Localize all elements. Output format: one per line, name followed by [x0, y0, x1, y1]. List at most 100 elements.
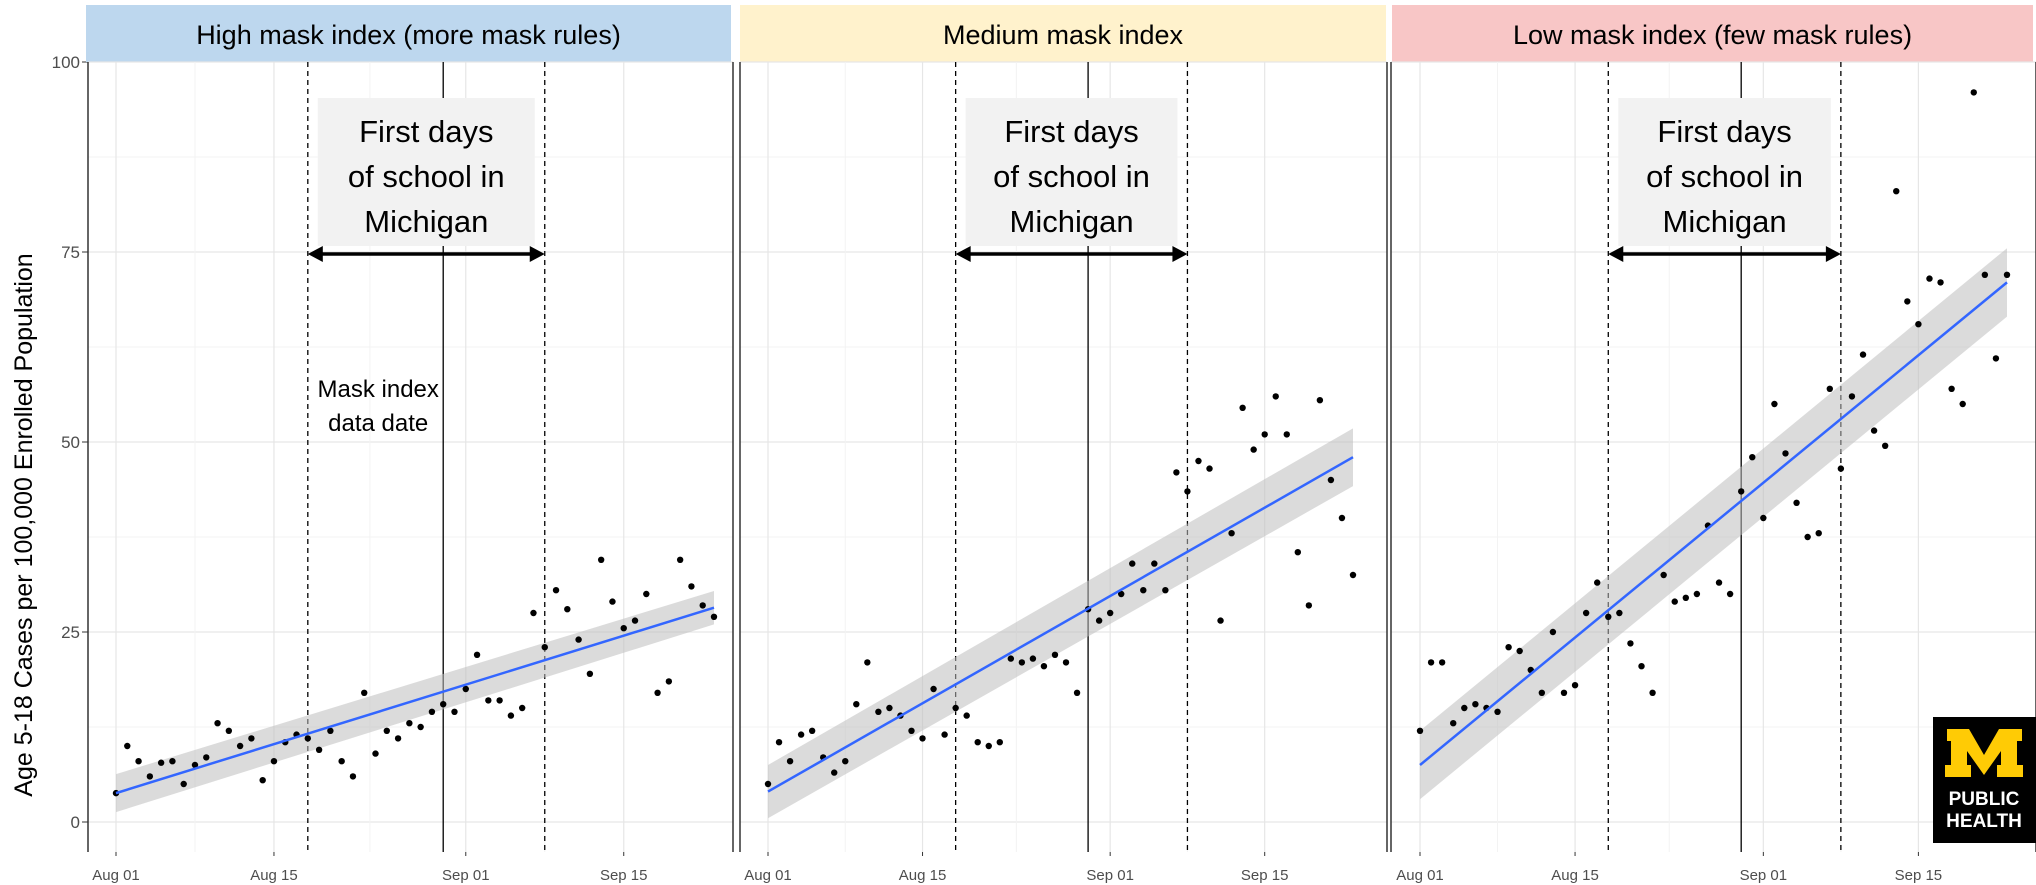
data-point — [564, 606, 571, 613]
panel-1: High mask index (more mask rules) First d… — [86, 5, 734, 884]
data-point — [361, 689, 368, 696]
data-point — [797, 731, 805, 738]
data-point — [1206, 465, 1213, 472]
data-point — [383, 727, 390, 734]
panel-3: Low mask index (few mask rules) First day… — [1390, 5, 2036, 884]
svg-text:HEALTH: HEALTH — [1946, 811, 2022, 832]
data-point — [1438, 659, 1446, 666]
data-point — [1494, 708, 1501, 715]
x-tick-label: Aug 01 — [744, 867, 792, 884]
panel-title: Medium mask index — [943, 20, 1184, 50]
data-point — [203, 754, 210, 761]
data-point — [485, 697, 492, 704]
x-tick-label: Aug 15 — [899, 867, 947, 884]
data-point — [1571, 682, 1579, 689]
data-point — [1605, 613, 1612, 620]
data-point — [157, 759, 165, 766]
data-point — [1062, 659, 1070, 666]
data-point — [764, 780, 772, 788]
data-point — [1250, 446, 1257, 453]
data-point — [1549, 628, 1557, 636]
data-point — [676, 556, 684, 563]
data-point — [1338, 514, 1346, 522]
data-point — [1173, 469, 1180, 476]
annotation-text: Michigan — [1010, 204, 1134, 239]
data-point — [597, 556, 605, 563]
data-point — [1948, 385, 1955, 392]
annotation-text: First days — [1004, 114, 1138, 149]
data-point — [214, 720, 221, 727]
data-point — [1660, 571, 1667, 579]
data-point — [1051, 651, 1059, 658]
data-point — [1715, 579, 1723, 586]
arrow-head-right — [529, 246, 545, 262]
arrow-head-right — [1172, 246, 1188, 262]
panel-header — [86, 5, 731, 62]
annotation-text: Michigan — [1663, 204, 1787, 239]
data-point — [654, 689, 661, 696]
x-tick-label: Sep 01 — [1086, 867, 1134, 884]
data-point — [1627, 640, 1634, 647]
data-point — [1450, 720, 1457, 727]
data-point — [1516, 647, 1523, 655]
data-point — [620, 625, 627, 632]
data-point — [507, 712, 515, 719]
data-point — [1848, 393, 1856, 400]
data-point — [941, 731, 948, 738]
data-point — [1427, 659, 1435, 666]
data-point — [1737, 488, 1745, 495]
university-logo: PUBLIC HEALTH — [1933, 717, 2036, 843]
data-point — [1937, 279, 1944, 286]
data-point — [1782, 450, 1789, 457]
data-point — [1881, 442, 1889, 449]
data-point — [1162, 587, 1169, 594]
data-date-annotation: data date — [328, 410, 428, 437]
x-tick-label: Sep 15 — [1895, 867, 1943, 884]
data-point — [586, 670, 594, 677]
x-tick-label: Aug 01 — [92, 867, 140, 884]
x-tick-label: Aug 15 — [1551, 867, 1599, 884]
data-point — [974, 739, 981, 746]
data-point — [688, 583, 695, 590]
data-point — [1217, 617, 1224, 624]
data-point — [530, 609, 537, 617]
arrow-head-left — [1608, 246, 1624, 262]
data-point — [1151, 560, 1158, 567]
y-tick-label: 25 — [61, 623, 80, 642]
x-tick-label: Sep 01 — [1740, 867, 1788, 884]
data-point — [1560, 689, 1568, 696]
data-point — [1582, 609, 1590, 617]
data-point — [1926, 275, 1933, 282]
data-point — [919, 735, 926, 742]
panel-2: Medium mask index First days of school in M… — [739, 5, 1388, 884]
x-tick-label: Aug 01 — [1396, 867, 1444, 884]
data-point — [1959, 400, 1966, 408]
data-point — [248, 735, 255, 742]
annotation-text: First days — [359, 114, 493, 149]
arrow-head-left — [955, 246, 971, 262]
data-point — [541, 644, 548, 651]
data-point — [406, 720, 413, 727]
data-point — [496, 697, 503, 704]
x-tick-label: Aug 15 — [250, 867, 298, 884]
data-point — [1749, 454, 1756, 461]
data-point — [372, 750, 379, 757]
data-point — [831, 769, 838, 776]
annotation-text: Michigan — [364, 204, 488, 239]
data-point — [1040, 663, 1048, 670]
data-point — [786, 758, 794, 765]
data-point — [1073, 689, 1081, 696]
data-point — [1007, 655, 1015, 662]
data-point — [1184, 488, 1191, 495]
data-point — [1129, 560, 1136, 567]
data-point — [451, 708, 458, 715]
data-point — [1283, 431, 1290, 438]
data-point — [808, 727, 816, 734]
x-tick-label: Sep 15 — [1241, 867, 1289, 884]
data-point — [985, 742, 992, 750]
data-point — [417, 723, 424, 731]
data-point — [259, 777, 266, 784]
data-point — [169, 758, 176, 765]
data-point — [135, 758, 142, 765]
data-point — [338, 758, 345, 765]
